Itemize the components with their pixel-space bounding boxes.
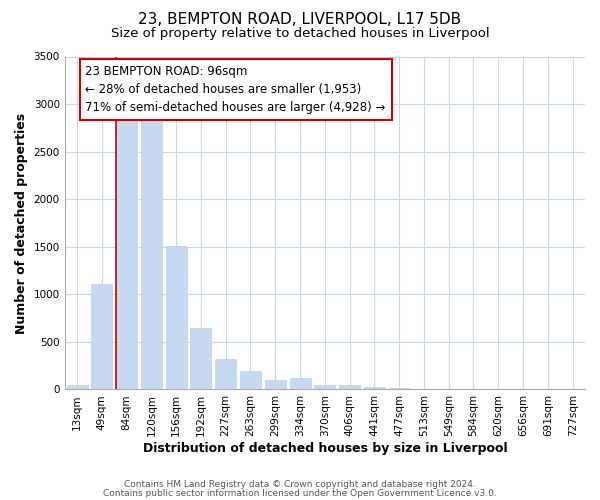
Bar	[240, 371, 261, 390]
X-axis label: Distribution of detached houses by size in Liverpool: Distribution of detached houses by size …	[143, 442, 507, 455]
Bar	[290, 378, 311, 390]
Bar	[314, 384, 335, 390]
Bar	[339, 384, 360, 390]
Text: 23, BEMPTON ROAD, LIVERPOOL, L17 5DB: 23, BEMPTON ROAD, LIVERPOOL, L17 5DB	[139, 12, 461, 28]
Y-axis label: Number of detached properties: Number of detached properties	[15, 112, 28, 334]
Bar	[215, 358, 236, 390]
Bar	[141, 110, 162, 390]
Bar	[265, 380, 286, 390]
Text: Contains HM Land Registry data © Crown copyright and database right 2024.: Contains HM Land Registry data © Crown c…	[124, 480, 476, 489]
Bar	[116, 110, 137, 390]
Bar	[166, 246, 187, 390]
Bar	[389, 388, 410, 390]
Text: 23 BEMPTON ROAD: 96sqm
← 28% of detached houses are smaller (1,953)
71% of semi-: 23 BEMPTON ROAD: 96sqm ← 28% of detached…	[85, 65, 386, 114]
Text: Contains public sector information licensed under the Open Government Licence v3: Contains public sector information licen…	[103, 488, 497, 498]
Bar	[364, 387, 385, 390]
Bar	[190, 328, 211, 390]
Bar	[91, 284, 112, 390]
Bar	[67, 384, 88, 390]
Text: Size of property relative to detached houses in Liverpool: Size of property relative to detached ho…	[110, 28, 490, 40]
